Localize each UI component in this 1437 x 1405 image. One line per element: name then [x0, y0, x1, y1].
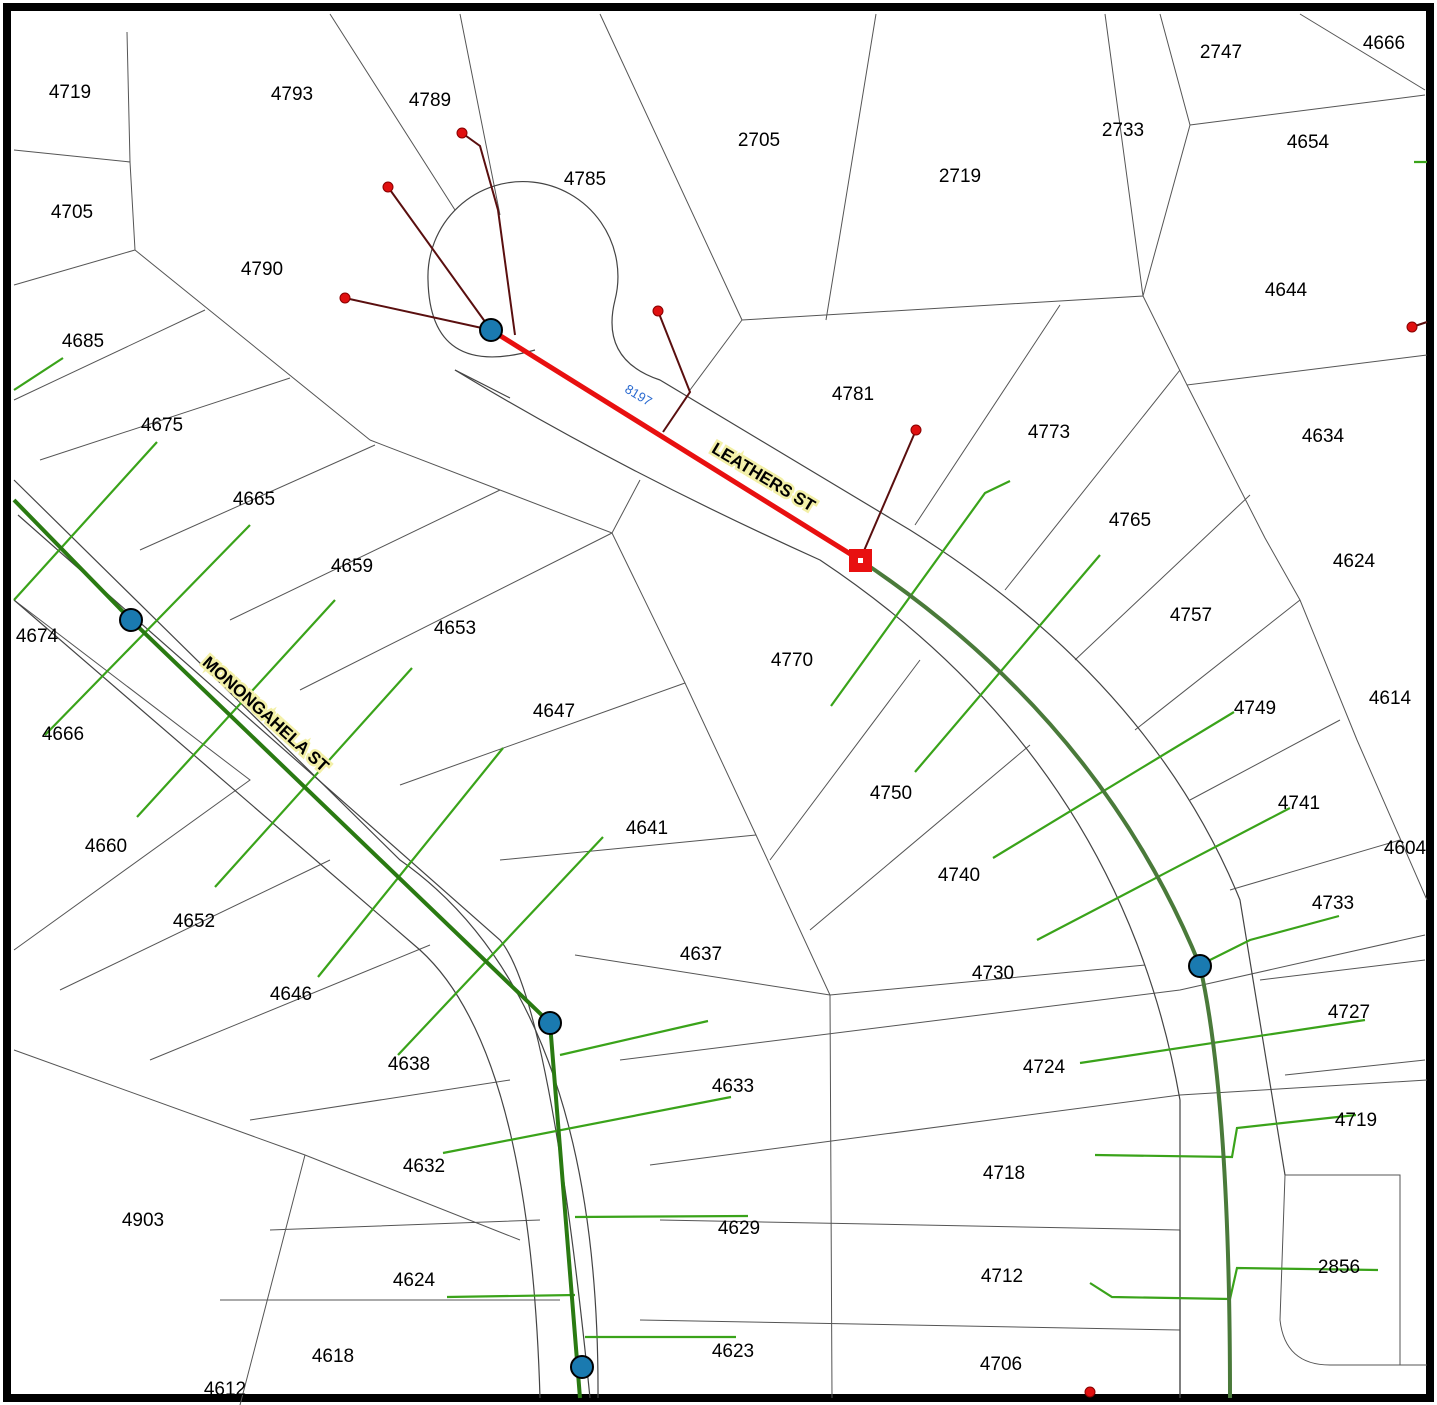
parcel-label: 4653 [434, 618, 476, 639]
parcel-label: 4660 [85, 836, 127, 857]
parcel-label: 2856 [1318, 1257, 1360, 1278]
parcel-label: 4624 [1333, 551, 1376, 572]
parcel-label: 2733 [1102, 120, 1144, 141]
parcel-label: 4781 [832, 384, 874, 405]
parcel-label: 4724 [1023, 1057, 1066, 1078]
parcel-label: 4765 [1109, 510, 1151, 531]
parcel-label: 4741 [1278, 793, 1320, 814]
manhole[interactable] [479, 318, 503, 342]
parcel-label: 4675 [141, 415, 183, 436]
parcel-label: 4654 [1287, 132, 1330, 153]
manhole[interactable] [119, 608, 143, 632]
parcel-label: 4632 [403, 1156, 445, 1177]
parcel-label: 2705 [738, 130, 780, 151]
manhole[interactable] [1188, 954, 1212, 978]
parcel-label: 4727 [1328, 1002, 1370, 1023]
parcel-label: 4644 [1265, 280, 1308, 301]
parcel-label: 4712 [981, 1266, 1023, 1287]
parcel-label: 4618 [312, 1346, 354, 1367]
manhole[interactable] [538, 1011, 562, 1035]
parcel-label: 4719 [1335, 1110, 1377, 1131]
parcel-label: 4749 [1234, 698, 1276, 719]
parcel-label: 2719 [939, 166, 981, 187]
parcel-label: 4718 [983, 1163, 1025, 1184]
parcel-label: 4623 [712, 1341, 754, 1362]
parcel-label: 4757 [1170, 605, 1212, 626]
parcel-label: 4666 [1363, 33, 1405, 54]
parcel-label: 4634 [1302, 426, 1345, 447]
parcel-label: 4740 [938, 865, 980, 886]
parcel-label: 4719 [49, 82, 91, 103]
parcel-label: 4638 [388, 1054, 430, 1075]
parcel-label: 4773 [1028, 422, 1070, 443]
parcel-label: 4705 [51, 202, 93, 223]
parcel-label: 4665 [233, 489, 275, 510]
roads [13, 180, 1286, 1399]
parcel-label: 4641 [626, 818, 668, 839]
lateral-ends [339, 127, 1418, 1398]
parcel-label: 4790 [241, 259, 283, 280]
manholes [119, 318, 1212, 1379]
parcel-label: 4637 [680, 944, 722, 965]
parcel-label: 4666 [42, 724, 84, 745]
manhole[interactable] [570, 1355, 594, 1379]
parcel-label: 4674 [16, 626, 59, 647]
parcel-label: 4770 [771, 650, 813, 671]
parcel-label: 4903 [122, 1210, 164, 1231]
parcel-label: 4633 [712, 1076, 754, 1097]
parcel-label: 4624 [393, 1270, 436, 1291]
parcel-label: 4789 [409, 90, 451, 111]
parcel-label: 4646 [270, 984, 312, 1005]
selected-node-center [858, 558, 863, 563]
parcel-label: 4659 [331, 556, 373, 577]
parcel-label: 4647 [533, 701, 575, 722]
laterals [339, 127, 1428, 1398]
parcel-label: 2747 [1200, 42, 1242, 63]
parcel-labels: 4719 4793 4789 2705 2733 2747 4666 4654 4785 2719… [16, 33, 1427, 1400]
parcel-label: 4706 [980, 1354, 1022, 1375]
parcel-label: 4685 [62, 331, 104, 352]
selected-segment[interactable] [489, 327, 862, 563]
parcel-label: 4614 [1369, 688, 1412, 709]
parcel-label: 4733 [1312, 893, 1354, 914]
parcel-label: 4604 [1384, 838, 1427, 859]
parcel-label: 4793 [271, 84, 313, 105]
parcels [13, 13, 1428, 1405]
parcel-label: 4730 [972, 963, 1014, 984]
parcel-label: 4785 [564, 169, 606, 190]
map-frame [3, 3, 1434, 1402]
parcel-label: 4652 [173, 911, 215, 932]
parcel-label: 4629 [718, 1218, 760, 1239]
parcel-label: 4750 [870, 783, 912, 804]
parcel-label: 4612 [204, 1379, 246, 1400]
